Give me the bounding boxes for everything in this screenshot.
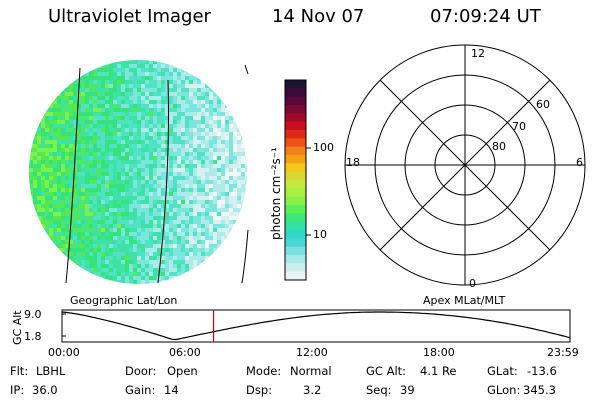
status-gain-value: 14 [164, 383, 179, 397]
uv-image-disk [29, 60, 247, 284]
mlat-label-80: 80 [492, 140, 506, 153]
colorbar-segment [285, 138, 306, 148]
intensity-colorbar [285, 80, 306, 281]
colorbar-segment [285, 188, 306, 198]
mlt-label-0: 0 [469, 277, 476, 290]
status-door-key: Door: [125, 364, 157, 378]
image-panel-caption: Geographic Lat/Lon [70, 294, 178, 307]
colorbar-frame [284, 79, 307, 281]
status-glon-key: GLon: [487, 383, 521, 397]
colorbar-segment [285, 146, 306, 156]
time-tick-1200: 12:00 [296, 346, 328, 359]
altitude-ylabel: GC Alt [11, 310, 24, 345]
status-seq-value: 39 [400, 383, 415, 397]
altitude-ytick-9: 9.0 [24, 308, 42, 321]
colorbar-tick-100: 100 [313, 141, 334, 154]
colorbar-segment [285, 213, 306, 223]
colorbar-segment [285, 271, 306, 281]
mlat-label-70: 70 [512, 120, 526, 133]
mlt-label-12: 12 [471, 47, 485, 60]
instrument-title: Ultraviolet Imager [48, 6, 211, 27]
colorbar-segment [285, 130, 306, 139]
status-mode-key: Mode: [246, 364, 282, 378]
geographic-grid-lines [65, 64, 249, 284]
status-seq-key: Seq: [366, 383, 392, 397]
status-ip-key: IP: [10, 383, 25, 397]
colorbar-unit-label: photon cm⁻²s⁻¹ [269, 147, 283, 240]
colorbar-segment [285, 113, 306, 123]
status-glat-value: -13.6 [527, 364, 557, 378]
colorbar-segment [285, 196, 306, 206]
polar-panel-caption: Apex MLat/MLT [423, 294, 506, 307]
altitude-y-ticks [62, 313, 66, 337]
colorbar-segment [285, 171, 306, 181]
status-gain-key: Gain: [125, 383, 156, 397]
status-gcalt-value: 4.1 Re [420, 364, 457, 378]
colorbar-segment [285, 255, 306, 264]
mlat-label-60: 60 [536, 98, 550, 111]
colorbar-segment [285, 205, 306, 214]
colorbar-segment [285, 163, 306, 173]
colorbar-segment [285, 121, 306, 131]
colorbar-segment [285, 263, 306, 273]
mlt-label-18: 18 [346, 156, 360, 169]
colorbar-segment [285, 246, 306, 256]
status-glon-value: 345.3 [523, 383, 556, 397]
status-ip-value: 36.0 [32, 383, 58, 397]
status-dsp-value: 3.2 [303, 383, 322, 397]
colorbar-segment [285, 88, 306, 98]
colorbar-segment [285, 155, 306, 164]
colorbar-segment [285, 80, 306, 89]
colorbar-segment [285, 230, 306, 239]
date-label: 14 Nov 07 [272, 6, 365, 27]
status-flt-value: LBHL [36, 364, 66, 378]
status-mode-value: Normal [290, 364, 332, 378]
time-label: 07:09:24 UT [430, 6, 541, 27]
status-dsp-key: Dsp: [246, 383, 273, 397]
colorbar-ticks [306, 147, 311, 236]
status-flt-key: Flt: [10, 364, 29, 378]
time-tick-2359: 23:59 [547, 346, 579, 359]
colorbar-segment [285, 105, 306, 114]
time-tick-0000: 00:00 [48, 346, 80, 359]
status-glat-key: GLat: [487, 364, 518, 378]
colorbar-segment [285, 180, 306, 189]
status-door-value: Open [167, 364, 198, 378]
polar-grid [344, 44, 586, 286]
colorbar-segment [285, 96, 306, 106]
time-tick-0600: 06:00 [169, 346, 201, 359]
colorbar-segment [285, 238, 306, 248]
colorbar-tick-10: 10 [313, 228, 327, 241]
colorbar-segment [285, 221, 306, 231]
mlt-label-6: 6 [576, 156, 583, 169]
altitude-ytick-1-8: 1.8 [24, 330, 42, 343]
status-gcalt-key: GC Alt: [366, 364, 407, 378]
altitude-curve [61, 311, 571, 341]
time-tick-1800: 18:00 [423, 346, 455, 359]
